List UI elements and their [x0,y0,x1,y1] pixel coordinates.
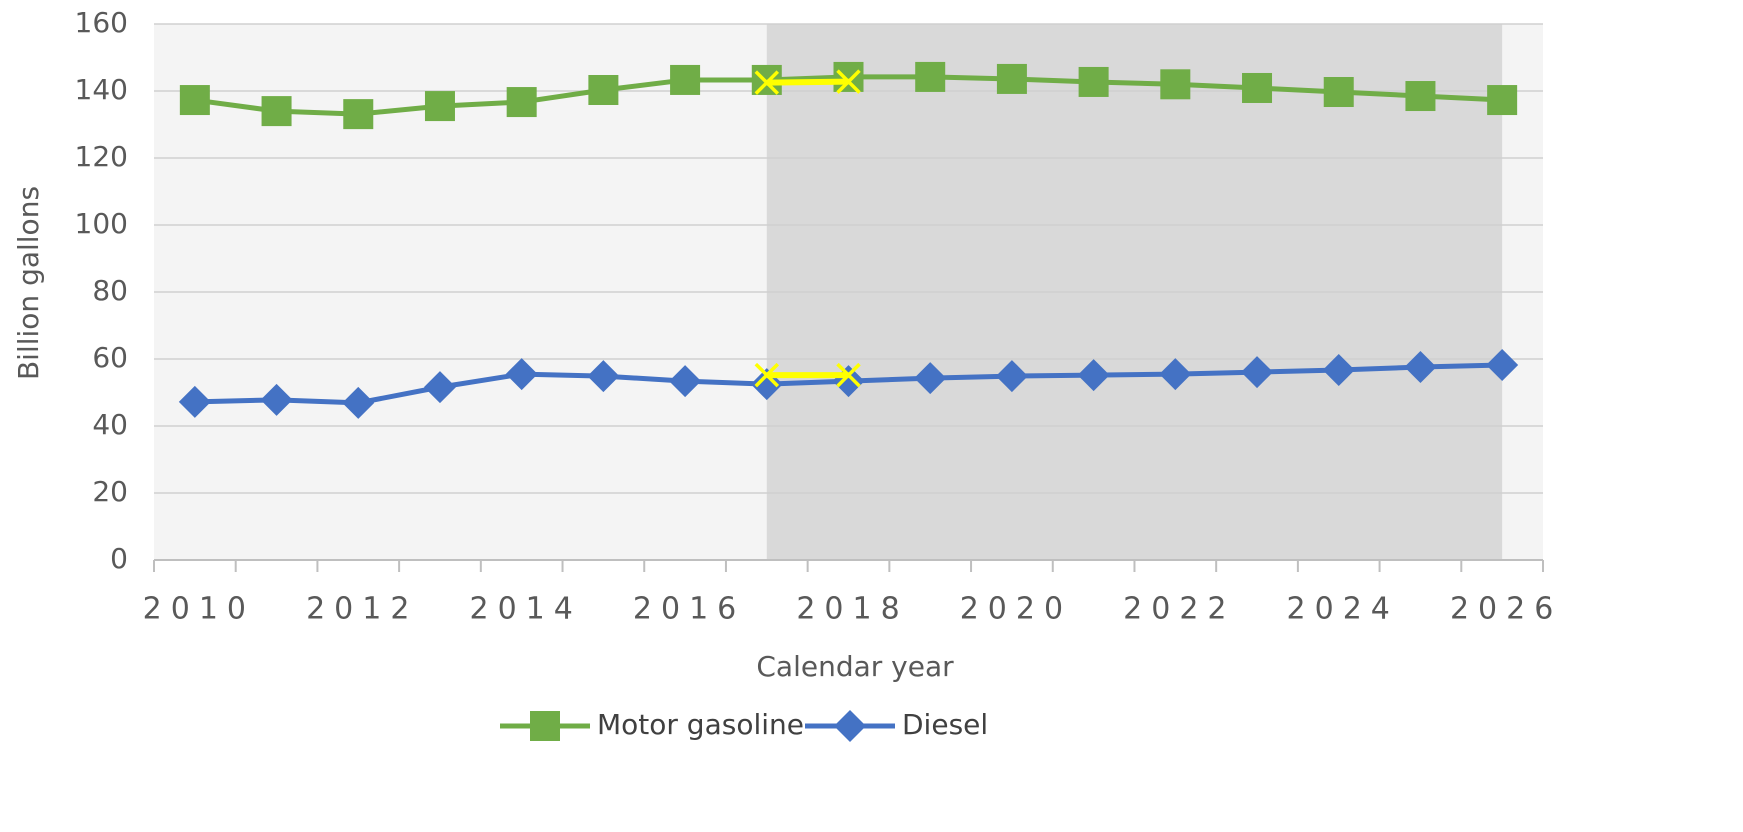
y-tick-label: 20 [92,475,128,508]
point-marker [1404,351,1437,384]
point-marker [261,96,292,127]
legend-marker [834,710,866,742]
point-marker [754,362,780,388]
point-marker [342,386,375,419]
y-tick-label: 80 [92,274,128,307]
point-marker [670,64,701,95]
legend: Motor gasoline Diesel [500,708,988,742]
x-tick-label: 2016 [633,592,745,627]
point-marker [178,385,211,418]
point-marker [1487,85,1518,116]
point-marker [914,362,947,395]
point-marker [587,360,620,393]
series-line [766,78,849,86]
series-layer [178,61,1519,419]
point-marker [343,99,374,130]
point-marker [1486,349,1519,382]
point-marker [423,371,456,404]
point-marker [506,87,537,118]
point-marker [669,365,702,398]
legend-marker [530,711,560,741]
y-tick-label: 140 [75,73,128,106]
point-marker [260,383,293,416]
x-tick-label: 2024 [1287,592,1399,627]
point-marker [836,69,861,94]
x-tick-label: 2026 [1450,592,1562,627]
x-axis-title: Calendar year [756,650,954,683]
point-marker [1323,77,1354,108]
point-marker [1077,359,1110,392]
legend-label: Diesel [902,708,988,741]
y-tick-label: 60 [92,341,128,374]
point-marker [505,358,538,391]
y-tick-label: 120 [75,140,128,173]
point-marker [1159,358,1192,391]
x-tick-label: 2012 [306,592,418,627]
point-marker [1078,66,1109,97]
point-marker [588,74,619,105]
legend-label: Motor gasoline [597,708,804,741]
point-marker [1160,69,1191,100]
x-tick-label: 2014 [469,592,581,627]
x-tick-label: 2022 [1123,592,1235,627]
point-marker [833,61,864,92]
point-marker [179,85,210,116]
y-axis-title: Billion gallons [12,186,45,380]
point-marker [996,63,1027,94]
x-tick-label: 2010 [143,592,255,627]
x-tick-label: 2020 [960,592,1072,627]
point-marker [754,70,780,95]
y-tick-label: 100 [75,207,128,240]
point-marker [1241,356,1274,389]
point-marker [915,61,946,92]
point-marker [424,91,455,122]
y-tick-label: 40 [92,408,128,441]
y-tick-label: 160 [75,6,128,39]
point-marker [1405,81,1436,112]
x-tick-label: 2018 [796,592,908,627]
y-tick-label: 0 [110,542,128,575]
point-marker [836,362,861,388]
point-marker [995,360,1028,393]
point-marker [1242,72,1273,103]
point-marker [1322,354,1355,387]
